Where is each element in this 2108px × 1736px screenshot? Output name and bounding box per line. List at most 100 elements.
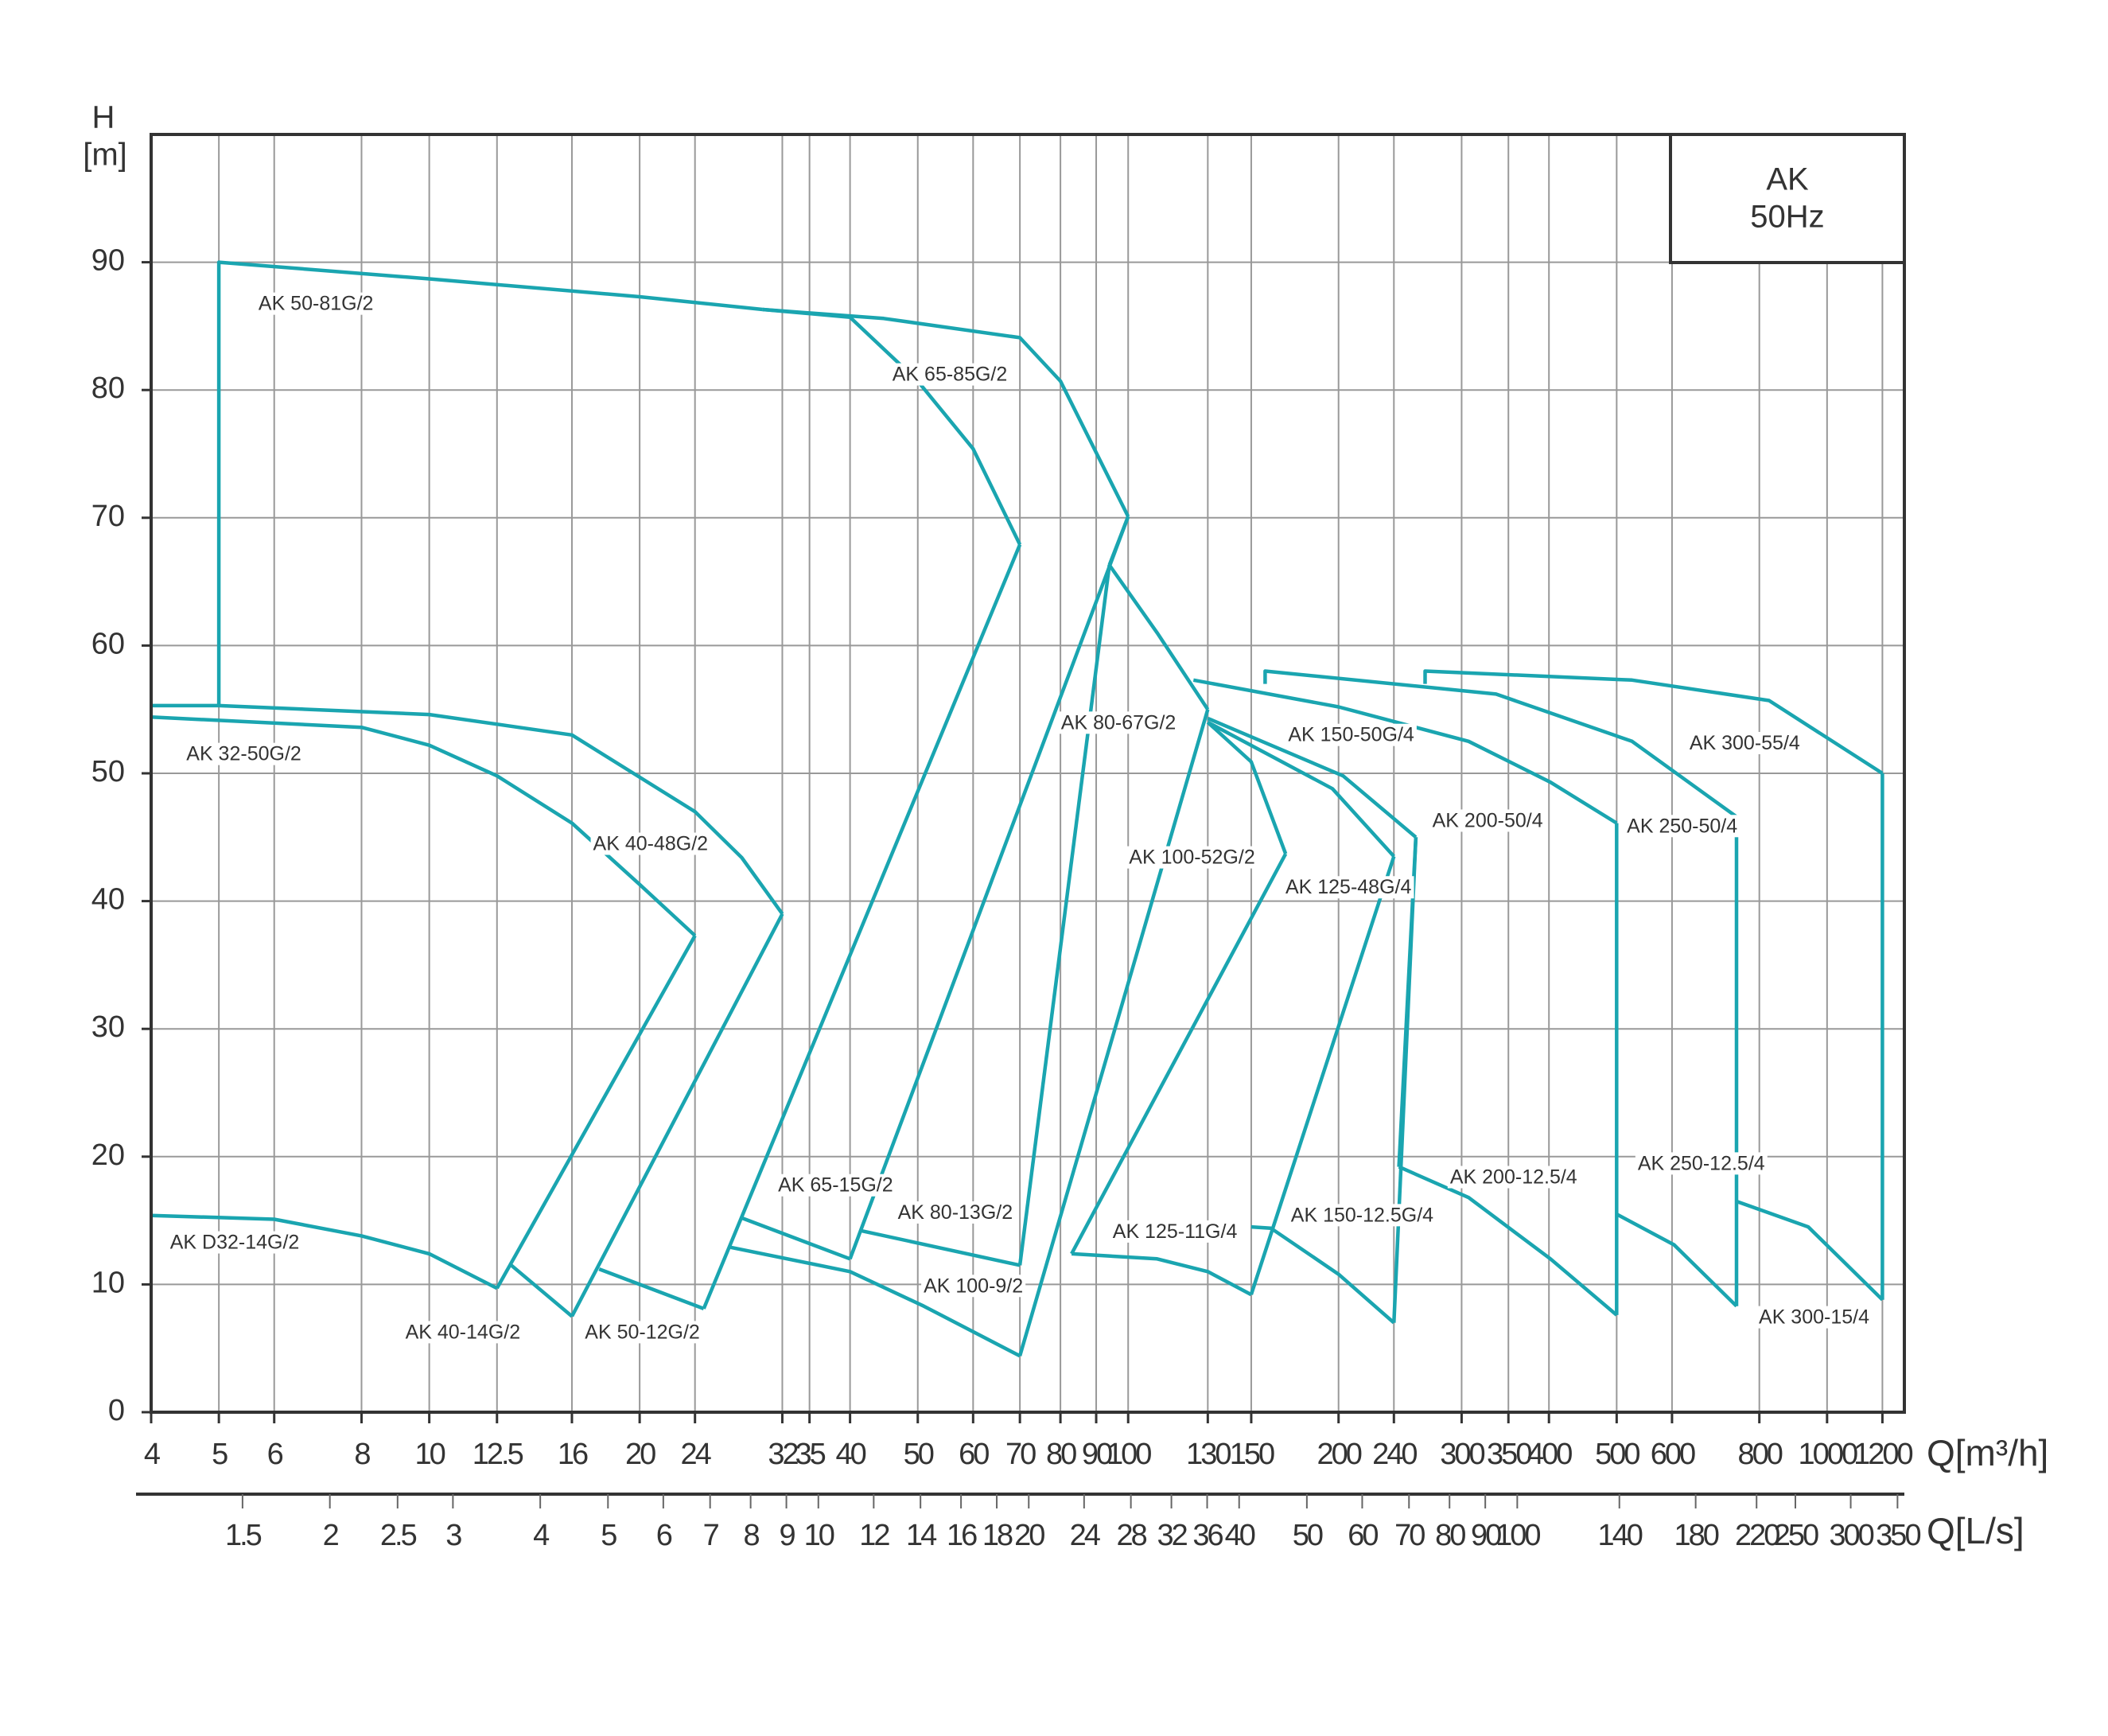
curve bbox=[1263, 669, 1738, 819]
curve-label: AK 65-15G/2 bbox=[778, 1174, 893, 1197]
x-tick-label: 35 bbox=[795, 1438, 826, 1471]
label-bg bbox=[895, 1201, 1016, 1224]
x2-tick-label: 20 bbox=[1014, 1519, 1044, 1552]
x-tick-label: 8 bbox=[354, 1438, 370, 1471]
curve bbox=[762, 307, 1022, 546]
x-tick-label: 150 bbox=[1230, 1438, 1274, 1471]
x2-tick-label: 36 bbox=[1192, 1519, 1223, 1552]
y-tick-label: 50 bbox=[91, 755, 125, 788]
x2-tick-label: 350 bbox=[1876, 1519, 1920, 1552]
x-tick-label: 400 bbox=[1527, 1438, 1572, 1471]
x2-tick-label: 140 bbox=[1598, 1519, 1643, 1552]
curve bbox=[1071, 1251, 1252, 1297]
label-bg bbox=[1058, 711, 1179, 734]
curve-label: AK 100-52G/2 bbox=[1129, 847, 1254, 869]
y-tick-label: 60 bbox=[91, 627, 125, 660]
x-tick-label: 100 bbox=[1107, 1438, 1151, 1471]
curve-label: AK 200-12.5/4 bbox=[1450, 1166, 1577, 1188]
curve bbox=[702, 543, 1022, 1310]
grid bbox=[150, 134, 1904, 1413]
curve bbox=[1207, 716, 1418, 839]
curve bbox=[510, 1263, 574, 1318]
curve bbox=[1249, 855, 1396, 1295]
label-bg bbox=[1282, 876, 1414, 899]
x-tick-label: 50 bbox=[904, 1438, 934, 1471]
y-axis-title: H bbox=[92, 100, 115, 135]
y-tick-label: 0 bbox=[108, 1394, 125, 1427]
label-bg bbox=[1429, 809, 1546, 832]
label-bg bbox=[1624, 815, 1740, 838]
x2-tick-label: 9 bbox=[779, 1519, 795, 1552]
x2-tick-label: 28 bbox=[1117, 1519, 1147, 1552]
label-bg bbox=[1110, 1220, 1240, 1243]
curve-label: AK 125-11G/4 bbox=[1113, 1220, 1238, 1243]
x-tick-label: 16 bbox=[558, 1438, 588, 1471]
x-tick-label: 1000 bbox=[1799, 1438, 1857, 1471]
curve-label: AK 250-12.5/4 bbox=[1638, 1152, 1765, 1174]
curve bbox=[495, 934, 697, 1290]
x-tick-label: 240 bbox=[1372, 1438, 1417, 1471]
x2-tick-label: 10 bbox=[804, 1519, 834, 1552]
curve-label: AK 80-67G/2 bbox=[1061, 711, 1177, 734]
label-bg bbox=[167, 1231, 302, 1254]
x2-tick-label: 100 bbox=[1495, 1519, 1540, 1552]
curve-label: AK 100-9/2 bbox=[924, 1275, 1023, 1297]
x2-tick-label: 6 bbox=[656, 1519, 672, 1552]
curve-label: AK 300-55/4 bbox=[1690, 732, 1800, 754]
curve-label: AK 250-50/4 bbox=[1627, 815, 1737, 837]
y-tick-label: 10 bbox=[91, 1266, 125, 1299]
curve bbox=[848, 516, 1130, 1260]
x-tick-label: 80 bbox=[1046, 1438, 1076, 1471]
info-subtitle: 50Hz bbox=[1750, 200, 1824, 235]
x-tick-label: 350 bbox=[1487, 1438, 1531, 1471]
label-bg bbox=[1285, 723, 1417, 746]
label-bg bbox=[184, 742, 304, 765]
curve-label: AK 40-48G/2 bbox=[593, 833, 709, 855]
x2-tick-label: 3 bbox=[445, 1519, 461, 1552]
x2-tick-label: 24 bbox=[1070, 1519, 1101, 1552]
x-tick-label: 300 bbox=[1440, 1438, 1484, 1471]
curve-label: AK 80-13G/2 bbox=[898, 1201, 1013, 1224]
y-tick-label: 30 bbox=[91, 1010, 125, 1044]
label-bg bbox=[921, 1275, 1026, 1298]
x-axis-title: Q[m³/h] bbox=[1927, 1432, 2048, 1473]
curve bbox=[1107, 563, 1210, 710]
x2-tick-label: 4 bbox=[533, 1519, 550, 1552]
label-bg bbox=[403, 1321, 523, 1344]
x-tick-label: 12.5 bbox=[473, 1438, 523, 1471]
x-tick-label: 4 bbox=[144, 1438, 161, 1471]
x2-tick-label: 16 bbox=[947, 1519, 977, 1552]
curve-label: AK 50-81G/2 bbox=[259, 293, 374, 315]
curve-label: AK 65-85G/2 bbox=[893, 364, 1008, 386]
y-tick-label: 80 bbox=[91, 372, 125, 405]
curve bbox=[861, 1228, 1021, 1267]
curve bbox=[1736, 1199, 1884, 1302]
curve bbox=[1017, 709, 1210, 1356]
curve bbox=[1616, 1212, 1738, 1308]
x-tick-label: 32 bbox=[768, 1438, 798, 1471]
label-bg bbox=[1126, 846, 1258, 869]
x2-tick-label: 32 bbox=[1157, 1519, 1187, 1552]
x2-tick-label: 50 bbox=[1293, 1519, 1323, 1552]
label-bg bbox=[590, 832, 711, 855]
info-box bbox=[1669, 133, 1906, 264]
x2-tick-label: 300 bbox=[1829, 1519, 1873, 1552]
curve bbox=[1250, 1224, 1395, 1325]
curve bbox=[151, 703, 784, 916]
label-bg bbox=[1288, 1204, 1437, 1227]
y-tick-label: 70 bbox=[91, 500, 125, 533]
curve-label: AK 125-48G/4 bbox=[1285, 876, 1412, 898]
x-tick-label: 200 bbox=[1317, 1438, 1362, 1471]
curves bbox=[150, 260, 1884, 1358]
x2-tick-label: 14 bbox=[906, 1519, 937, 1552]
curve bbox=[730, 1245, 1021, 1358]
x2-tick-label: 5 bbox=[601, 1519, 616, 1552]
curve bbox=[598, 1267, 705, 1311]
x-tick-label: 10 bbox=[414, 1438, 445, 1471]
x-tick-label: 6 bbox=[267, 1438, 283, 1471]
label-bg bbox=[1686, 731, 1803, 754]
x2-tick-label: 12 bbox=[859, 1519, 889, 1552]
curve-label: AK 150-12.5G/4 bbox=[1291, 1204, 1433, 1226]
x-tick-label: 20 bbox=[625, 1438, 655, 1471]
